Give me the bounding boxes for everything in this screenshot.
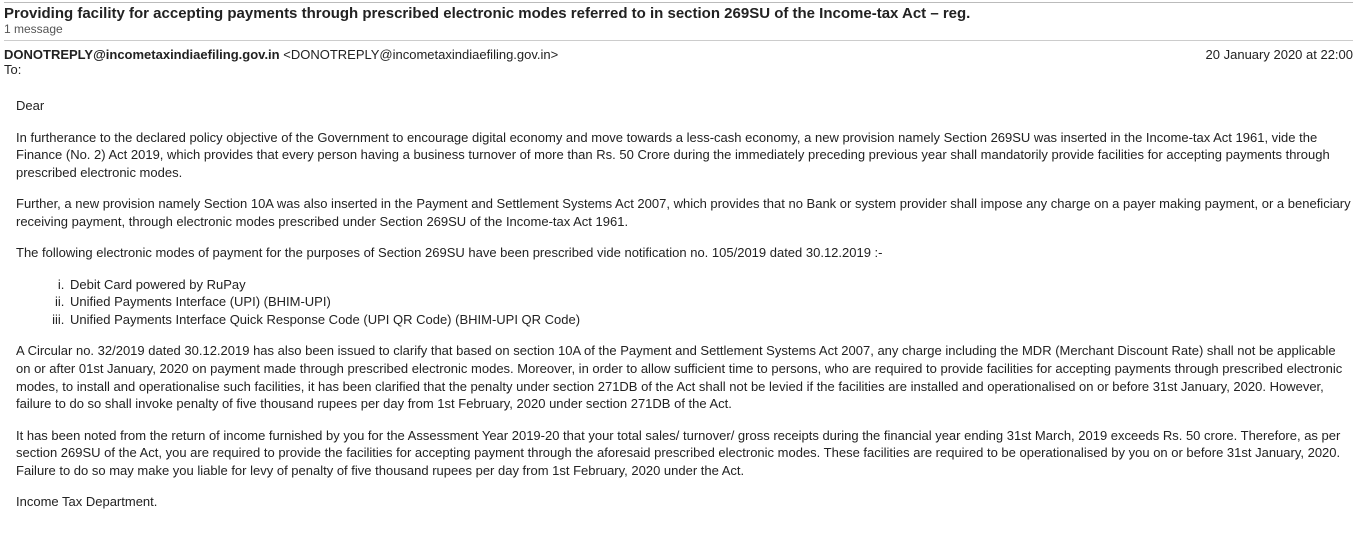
email-meta-row: DONOTREPLY@incometaxindiaefiling.gov.in … — [4, 47, 1353, 62]
salutation: Dear — [16, 97, 1353, 115]
from-block: DONOTREPLY@incometaxindiaefiling.gov.in … — [4, 47, 558, 62]
divider-meta — [4, 40, 1353, 41]
divider-top — [4, 2, 1353, 3]
payment-modes-list: Debit Card powered by RuPay Unified Paym… — [16, 276, 1353, 329]
email-container: Providing facility for accepting payment… — [0, 0, 1357, 535]
signature: Income Tax Department. — [16, 493, 1353, 511]
email-body: Dear In furtherance to the declared poli… — [4, 77, 1353, 511]
list-item: Unified Payments Interface Quick Respons… — [68, 311, 1353, 329]
from-address: DONOTREPLY@incometaxindiaefiling.gov.in — [4, 47, 280, 62]
email-subject: Providing facility for accepting payment… — [4, 5, 1353, 22]
body-para-3: The following electronic modes of paymen… — [16, 244, 1353, 262]
list-item: Unified Payments Interface (UPI) (BHIM-U… — [68, 293, 1353, 311]
to-line: To: — [4, 62, 1353, 77]
body-para-5: It has been noted from the return of inc… — [16, 427, 1353, 480]
body-para-1: In furtherance to the declared policy ob… — [16, 129, 1353, 182]
body-para-4: A Circular no. 32/2019 dated 30.12.2019 … — [16, 342, 1353, 412]
email-date: 20 January 2020 at 22:00 — [1186, 47, 1353, 62]
body-para-2: Further, a new provision namely Section … — [16, 195, 1353, 230]
message-count: 1 message — [4, 22, 1353, 36]
list-item: Debit Card powered by RuPay — [68, 276, 1353, 294]
from-address-full: <DONOTREPLY@incometaxindiaefiling.gov.in… — [283, 47, 558, 62]
